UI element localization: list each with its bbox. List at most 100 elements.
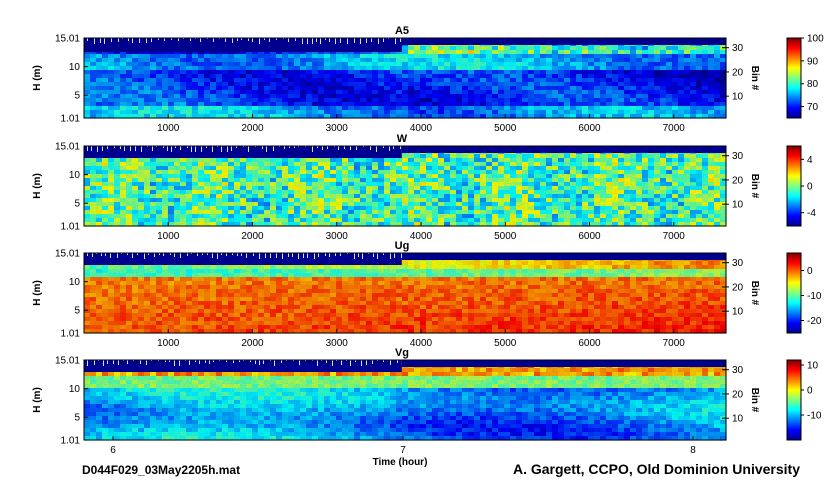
heatmap-cell	[606, 54, 613, 59]
heatmap-cell	[216, 106, 223, 111]
heatmap-cell	[660, 178, 667, 183]
heatmap-cell	[246, 182, 253, 187]
heatmap-cell	[594, 50, 601, 55]
heatmap-cell	[546, 54, 553, 59]
heatmap-cell	[714, 261, 721, 266]
heatmap-cell	[366, 54, 373, 59]
heatmap-cell	[624, 78, 631, 83]
heatmap-cell	[528, 210, 535, 215]
heatmap-cell	[474, 198, 481, 203]
heatmap-cell	[522, 58, 529, 63]
heatmap-cell	[192, 269, 199, 274]
heatmap-cell	[330, 162, 337, 167]
heatmap-cell	[144, 158, 151, 163]
heatmap-cell	[660, 54, 667, 59]
spike	[350, 146, 351, 150]
heatmap-cell	[126, 98, 133, 103]
heatmap-cell	[450, 82, 457, 87]
heatmap-cell	[636, 86, 643, 91]
heatmap-cell	[318, 78, 325, 83]
heatmap-cell	[252, 265, 259, 270]
heatmap-cell	[444, 154, 451, 159]
heatmap-cell	[168, 198, 175, 203]
heatmap-cell	[330, 106, 337, 111]
heatmap-cell	[384, 210, 391, 215]
heatmap-cell	[594, 218, 601, 223]
heatmap-cell	[126, 202, 133, 207]
heatmap-cell	[264, 182, 271, 187]
heatmap-cell	[84, 218, 91, 223]
heatmap-cell	[138, 82, 145, 87]
heatmap-cell	[690, 110, 697, 115]
heatmap-cell	[456, 198, 463, 203]
heatmap-cell	[642, 74, 649, 79]
heatmap-cell	[384, 202, 391, 207]
heatmap-cell	[552, 154, 559, 159]
heatmap-cell	[84, 90, 91, 95]
heatmap-cell	[570, 98, 577, 103]
heatmap-cell	[504, 214, 511, 219]
heatmap-cell	[612, 194, 619, 199]
heatmap-cell	[504, 90, 511, 95]
heatmap-cell	[642, 66, 649, 71]
heatmap-cell	[480, 154, 487, 159]
heatmap-cell	[636, 170, 643, 175]
heatmap-cell	[420, 214, 427, 219]
heatmap-cell	[114, 94, 121, 99]
heatmap-cell	[120, 162, 127, 167]
heatmap-cell	[408, 46, 415, 51]
heatmap-cell	[384, 214, 391, 219]
heatmap-cell	[384, 86, 391, 91]
heatmap-cell	[294, 82, 301, 87]
heatmap-cell	[630, 190, 637, 195]
heatmap-cell	[618, 50, 625, 55]
heatmap-cell	[540, 102, 547, 107]
heatmap-cell	[162, 170, 169, 175]
heatmap-cell	[330, 190, 337, 195]
heatmap-cell	[354, 182, 361, 187]
heatmap-cell	[318, 198, 325, 203]
heatmap-cell	[630, 50, 637, 55]
heatmap-cell	[600, 162, 607, 167]
heatmap-cell	[414, 265, 421, 270]
heatmap-cell	[642, 102, 649, 107]
heatmap-cell	[102, 94, 109, 99]
heatmap-cell	[372, 78, 379, 83]
heatmap-cell	[192, 58, 199, 63]
heatmap-cell	[666, 62, 673, 67]
heatmap-cell	[336, 214, 343, 219]
heatmap-cell	[150, 190, 157, 195]
heatmap-cell	[210, 66, 217, 71]
heatmap-cell	[300, 158, 307, 163]
heatmap-cell	[84, 70, 91, 75]
heatmap-cell	[174, 86, 181, 91]
heatmap-cell	[360, 82, 367, 87]
heatmap-cell	[438, 58, 445, 63]
heatmap-cell	[126, 106, 133, 111]
heatmap-cell	[618, 54, 625, 59]
heatmap-cell	[432, 218, 439, 223]
heatmap-cell	[132, 186, 139, 191]
heatmap-cell	[654, 162, 661, 167]
heatmap-cell	[372, 186, 379, 191]
heatmap-cell	[504, 58, 511, 63]
heatmap-cell	[468, 206, 475, 211]
heatmap-cell	[468, 158, 475, 163]
heatmap-cell	[102, 210, 109, 215]
heatmap-cell	[186, 194, 193, 199]
heatmap-cell	[348, 74, 355, 79]
heatmap-cell	[372, 206, 379, 211]
heatmap-cell	[618, 70, 625, 75]
heatmap-cell	[456, 58, 463, 63]
heatmap-cell	[396, 94, 403, 99]
heatmap-cell	[510, 70, 517, 75]
heatmap-cell	[108, 162, 115, 167]
heatmap-cell	[492, 190, 499, 195]
spike	[322, 146, 323, 150]
heatmap-cell	[180, 174, 187, 179]
heatmap-cell	[240, 178, 247, 183]
heatmap-cell	[420, 62, 427, 67]
heatmap-cell	[348, 178, 355, 183]
heatmap-cell	[144, 62, 151, 67]
heatmap-cell	[696, 162, 703, 167]
